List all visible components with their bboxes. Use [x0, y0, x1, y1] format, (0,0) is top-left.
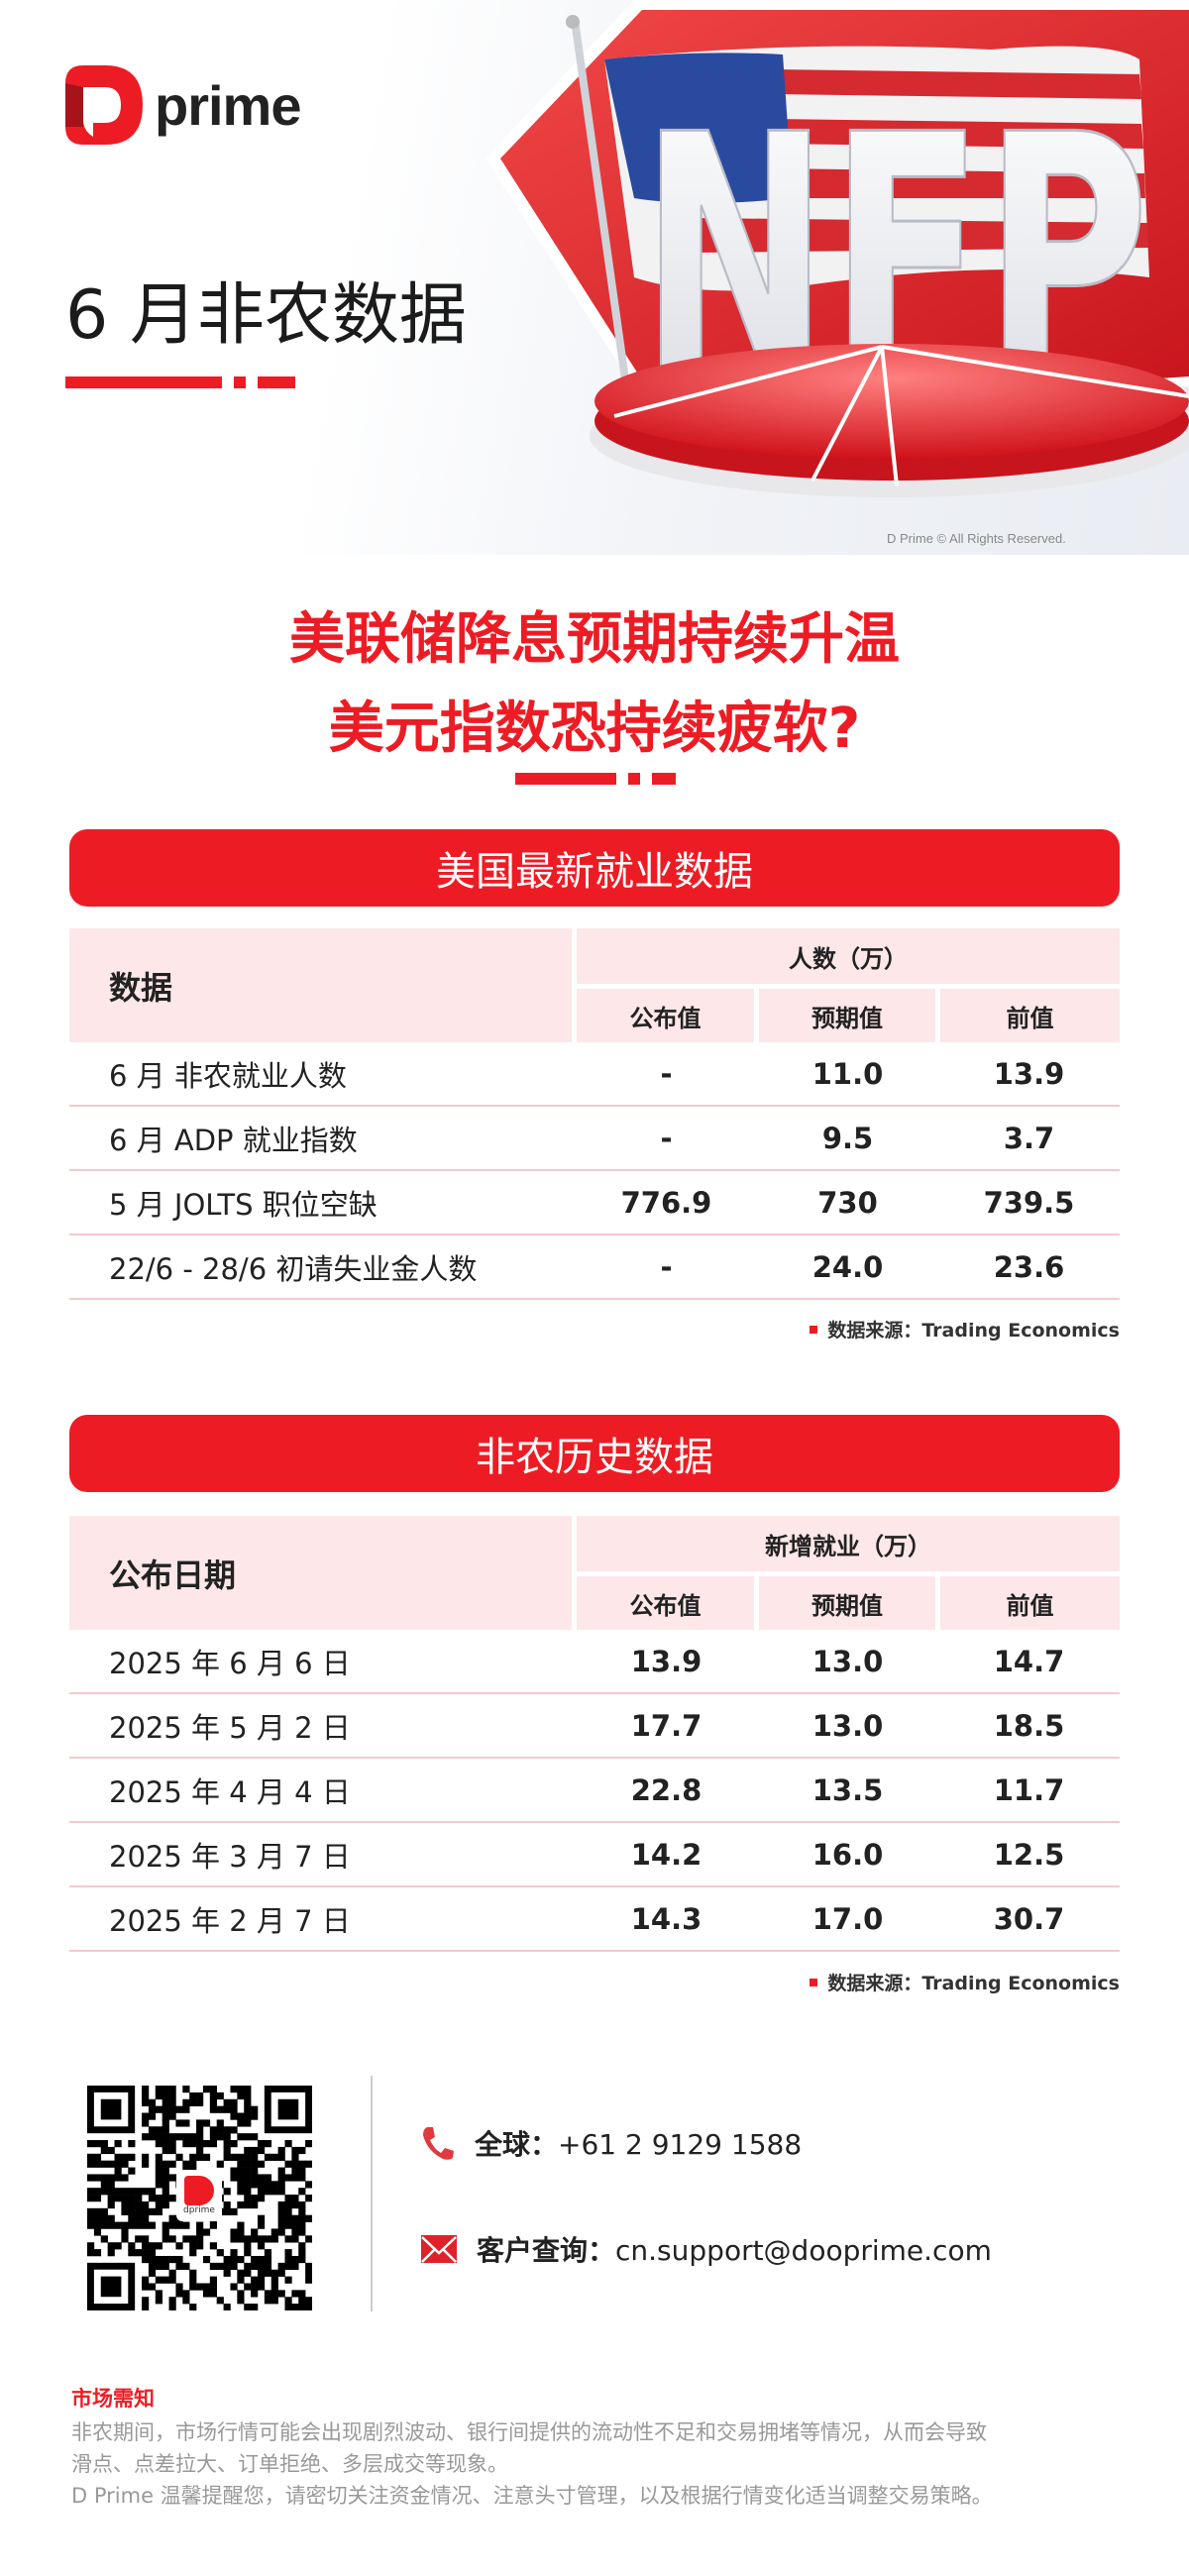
- cell-actual: 14.2: [630, 1837, 703, 1872]
- page-title: 6 月非农数据: [65, 276, 467, 355]
- cell-forecast: 730: [817, 1185, 878, 1220]
- column-header-data: 数据: [69, 928, 572, 1042]
- row-label: 6 月 ADP 就业指数: [109, 1123, 358, 1157]
- column-header-actual: 公布值: [577, 1576, 754, 1630]
- cell-actual: 22.8: [630, 1772, 703, 1807]
- table-row: 22/6 - 28/6 初请失业金人数 - 24.0 23.6: [69, 1235, 1120, 1300]
- data-source-note: 数据来源：Trading Economics: [810, 1969, 1120, 1995]
- column-header-release-date: 公布日期: [69, 1516, 572, 1630]
- table-row: 2025 年 2 月 7 日 14.3 17.0 30.7: [69, 1887, 1120, 1952]
- section-banner-nfp-history: 非农历史数据: [69, 1415, 1120, 1492]
- contact-divider: [371, 2076, 373, 2311]
- title-divider: [65, 376, 295, 388]
- footer-line: D Prime 温馨提醒您，请密切关注资金情况、注意头寸管理，以及根据行情变化适…: [71, 2484, 993, 2508]
- cell-forecast: 11.0: [811, 1056, 884, 1091]
- logo-wordmark: prime: [155, 73, 301, 137]
- cell-previous: 23.6: [993, 1249, 1065, 1284]
- footer-title: 市场需知: [71, 2387, 155, 2411]
- column-header-forecast: 预期值: [759, 989, 935, 1042]
- cell-forecast: 13.0: [811, 1644, 884, 1678]
- qr-center-logo: dprime: [176, 2170, 222, 2221]
- headline-line1: 美联储降息预期持续升温: [289, 607, 900, 672]
- cell-forecast: 13.5: [811, 1772, 884, 1807]
- copyright-text: D Prime © All Rights Reserved.: [887, 531, 1066, 546]
- column-header-previous: 前值: [940, 1576, 1120, 1630]
- dprime-logo-mark: [65, 65, 143, 145]
- footer-line: 非农期间，市场行情可能会出现剧烈波动、银行间提供的流动性不足和交易拥堵等情况，从…: [71, 2420, 987, 2444]
- headline-divider: [515, 773, 676, 785]
- cell-actual: 776.9: [620, 1185, 712, 1220]
- phone-contact: 全球：+61 2 9129 1588: [421, 2123, 802, 2163]
- footer-line: 滑点、点差拉大、订单拒绝、多层成交等现象。: [71, 2452, 508, 2476]
- phone-number[interactable]: +61 2 9129 1588: [558, 2128, 803, 2161]
- bullet-square-icon: [810, 1325, 818, 1334]
- hero-banner: NFP prime 6 月非农数据 D Prime © All Rights R…: [0, 0, 1189, 555]
- cell-actual: 14.3: [630, 1901, 703, 1936]
- row-label: 5 月 JOLTS 职位空缺: [109, 1187, 378, 1222]
- us-flag: [604, 46, 1149, 291]
- column-header-forecast: 预期值: [759, 1576, 935, 1630]
- table-row: 5 月 JOLTS 职位空缺 776.9 730 739.5: [69, 1171, 1120, 1235]
- row-label: 2025 年 2 月 7 日: [109, 1903, 351, 1938]
- column-group-header: 新增就业（万）: [577, 1516, 1120, 1571]
- table-row: 2025 年 3 月 7 日 14.2 16.0 12.5: [69, 1823, 1120, 1887]
- data-source-note: 数据来源：Trading Economics: [810, 1316, 1120, 1342]
- cell-forecast: 17.0: [811, 1901, 884, 1936]
- row-label: 2025 年 4 月 4 日: [109, 1774, 351, 1809]
- cell-previous: 11.7: [993, 1772, 1065, 1807]
- phone-icon: [423, 2127, 454, 2160]
- cell-actual: 17.7: [630, 1708, 703, 1743]
- section-banner-latest-employment: 美国最新就业数据: [69, 829, 1120, 907]
- row-label: 22/6 - 28/6 初请失业金人数: [109, 1251, 478, 1286]
- cell-previous: 30.7: [993, 1901, 1065, 1936]
- column-group-header: 人数（万）: [577, 928, 1120, 984]
- headline-line2: 美元指数恐持续疲软?: [328, 697, 861, 761]
- cell-forecast: 9.5: [821, 1121, 874, 1155]
- dprime-logo-mark: [184, 2176, 214, 2205]
- email-contact: 客户查询：cn.support@dooprime.com: [421, 2229, 992, 2269]
- cell-actual: -: [660, 1249, 673, 1284]
- table-row: 2025 年 6 月 6 日 13.9 13.0 14.7: [69, 1630, 1120, 1694]
- cell-forecast: 24.0: [811, 1249, 884, 1284]
- table-row: 2025 年 4 月 4 日 22.8 13.5 11.7: [69, 1759, 1120, 1823]
- cell-actual: -: [660, 1056, 673, 1091]
- row-label: 2025 年 5 月 2 日: [109, 1710, 351, 1745]
- cell-previous: 739.5: [983, 1185, 1075, 1220]
- cell-previous: 3.7: [1003, 1121, 1055, 1155]
- table-row: 6 月 ADP 就业指数 - 9.5 3.7: [69, 1107, 1120, 1171]
- cell-previous: 12.5: [993, 1837, 1065, 1872]
- cell-actual: 13.9: [630, 1644, 703, 1678]
- cell-previous: 18.5: [993, 1708, 1065, 1743]
- cell-previous: 14.7: [993, 1644, 1065, 1678]
- pie-platform: [590, 344, 1189, 497]
- table-row: 6 月 非农就业人数 - 11.0 13.9: [69, 1042, 1120, 1107]
- cell-actual: -: [660, 1121, 673, 1155]
- cell-previous: 13.9: [993, 1056, 1065, 1091]
- cell-forecast: 16.0: [811, 1837, 884, 1872]
- column-header-actual: 公布值: [577, 989, 754, 1042]
- cell-forecast: 13.0: [811, 1708, 884, 1743]
- row-label: 2025 年 6 月 6 日: [109, 1646, 351, 1680]
- email-address[interactable]: cn.support@dooprime.com: [615, 2234, 992, 2267]
- dprime-logo: prime: [65, 65, 301, 145]
- row-label: 6 月 非农就业人数: [109, 1058, 347, 1093]
- nfp-hero-illustration: NFP: [486, 0, 1189, 497]
- row-label: 2025 年 3 月 7 日: [109, 1839, 351, 1874]
- table-row: 2025 年 5 月 2 日 17.7 13.0 18.5: [69, 1694, 1120, 1759]
- column-header-previous: 前值: [940, 989, 1120, 1042]
- bullet-square-icon: [810, 1978, 818, 1986]
- email-icon: [421, 2235, 457, 2263]
